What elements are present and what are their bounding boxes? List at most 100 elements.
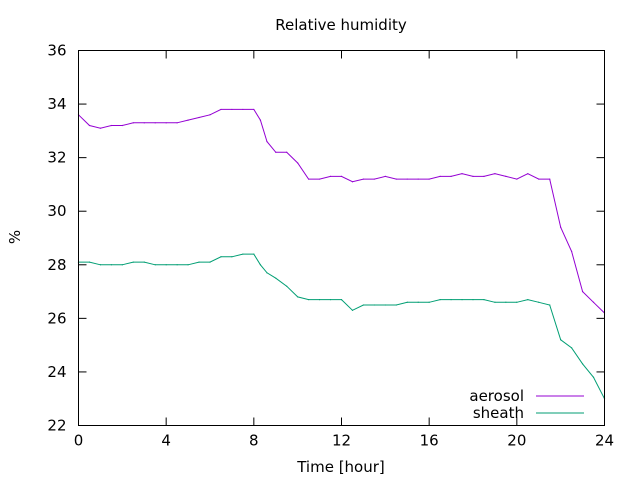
data-point-aerosol (318, 178, 321, 180)
data-point-aerosol (571, 250, 573, 252)
data-point-aerosol (308, 178, 310, 180)
data-point-sheath (450, 299, 452, 301)
data-point-sheath (220, 256, 222, 258)
data-point-sheath (176, 264, 178, 266)
data-point-sheath (571, 347, 573, 349)
data-point-sheath (439, 299, 441, 301)
y-tick-label: 36 (47, 42, 66, 60)
data-point-aerosol (297, 162, 299, 164)
data-point-aerosol (110, 124, 112, 127)
data-point-aerosol (472, 175, 474, 177)
data-point-sheath (395, 304, 397, 306)
data-point-aerosol (549, 178, 551, 180)
data-point-aerosol (439, 175, 441, 177)
data-point-sheath (121, 264, 123, 266)
data-point-aerosol (187, 119, 189, 121)
data-point-aerosol (483, 175, 485, 177)
data-point-aerosol (395, 178, 397, 180)
data-point-sheath (143, 261, 145, 263)
data-point-sheath (242, 253, 244, 255)
data-point-sheath (231, 256, 233, 258)
data-point-sheath (297, 296, 299, 298)
data-series (77, 108, 606, 400)
x-tick-label: 24 (595, 432, 614, 450)
data-point-sheath (461, 299, 463, 301)
series-line-aerosol (78, 108, 605, 314)
data-point-sheath (110, 264, 112, 266)
data-point-aerosol (417, 178, 419, 180)
data-point-aerosol (340, 175, 343, 177)
data-point-aerosol (560, 226, 562, 228)
x-tick-label: 0 (74, 432, 84, 450)
data-point-sheath (275, 277, 277, 279)
y-tick-label: 34 (47, 95, 66, 113)
data-point-sheath (187, 264, 189, 266)
data-point-aerosol (581, 290, 584, 293)
data-point-sheath (259, 264, 262, 266)
data-point-sheath (538, 301, 540, 303)
y-axis-label: % (6, 230, 24, 244)
data-point-sheath (505, 301, 507, 303)
data-point-aerosol (176, 122, 178, 124)
x-tick-label: 16 (420, 432, 439, 450)
y-tick-label: 24 (47, 363, 66, 381)
data-point-aerosol (494, 173, 496, 175)
data-point-sheath (494, 301, 496, 303)
data-point-sheath (308, 299, 310, 301)
data-point-aerosol (165, 122, 167, 124)
data-point-aerosol (461, 173, 463, 175)
data-point-sheath (198, 261, 200, 263)
data-point-sheath (549, 304, 551, 306)
data-point-aerosol (253, 108, 255, 111)
data-point-aerosol (286, 151, 288, 153)
data-point-sheath (417, 301, 419, 303)
data-point-aerosol (351, 181, 354, 183)
data-point-sheath (373, 304, 375, 306)
data-point-aerosol (384, 175, 386, 177)
data-point-sheath (428, 301, 430, 303)
data-point-aerosol (538, 178, 540, 180)
data-point-aerosol (275, 151, 277, 153)
data-point-sheath (132, 261, 134, 263)
x-axis-label: Time [hour] (296, 458, 385, 476)
data-point-sheath (592, 376, 595, 378)
data-point-sheath (340, 299, 343, 301)
y-tick-label: 22 (47, 417, 66, 435)
data-point-aerosol (242, 108, 244, 111)
x-tick-label: 20 (507, 432, 526, 450)
data-point-sheath (516, 301, 518, 303)
series-line-sheath (78, 253, 605, 399)
data-point-aerosol (450, 175, 452, 177)
data-point-sheath (483, 299, 485, 301)
x-tick-label: 8 (249, 432, 259, 450)
data-point-sheath (209, 261, 211, 263)
data-point-aerosol (406, 178, 408, 180)
data-point-sheath (88, 261, 91, 263)
data-point-aerosol (132, 122, 134, 124)
x-tick-label: 12 (332, 432, 351, 450)
data-point-sheath (362, 304, 365, 306)
data-point-sheath (581, 363, 584, 365)
data-point-aerosol (99, 127, 102, 129)
data-point-aerosol (266, 140, 268, 143)
data-point-sheath (266, 272, 268, 274)
data-point-sheath (527, 299, 529, 301)
data-point-aerosol (592, 301, 595, 303)
y-tick-label: 32 (47, 149, 66, 167)
data-point-aerosol (362, 178, 365, 180)
data-point-aerosol (373, 178, 375, 180)
y-tick-label: 26 (47, 309, 66, 327)
data-point-sheath (351, 309, 354, 311)
data-point-aerosol (143, 122, 145, 124)
data-point-aerosol (154, 122, 156, 124)
data-point-sheath (472, 299, 474, 301)
data-point-aerosol (329, 175, 332, 177)
data-point-aerosol (198, 116, 200, 119)
data-point-aerosol (231, 108, 233, 111)
data-point-sheath (384, 304, 386, 306)
data-point-sheath (165, 264, 167, 266)
chart-title: Relative humidity (275, 16, 407, 34)
data-point-aerosol (527, 173, 529, 175)
data-point-sheath (99, 264, 102, 266)
